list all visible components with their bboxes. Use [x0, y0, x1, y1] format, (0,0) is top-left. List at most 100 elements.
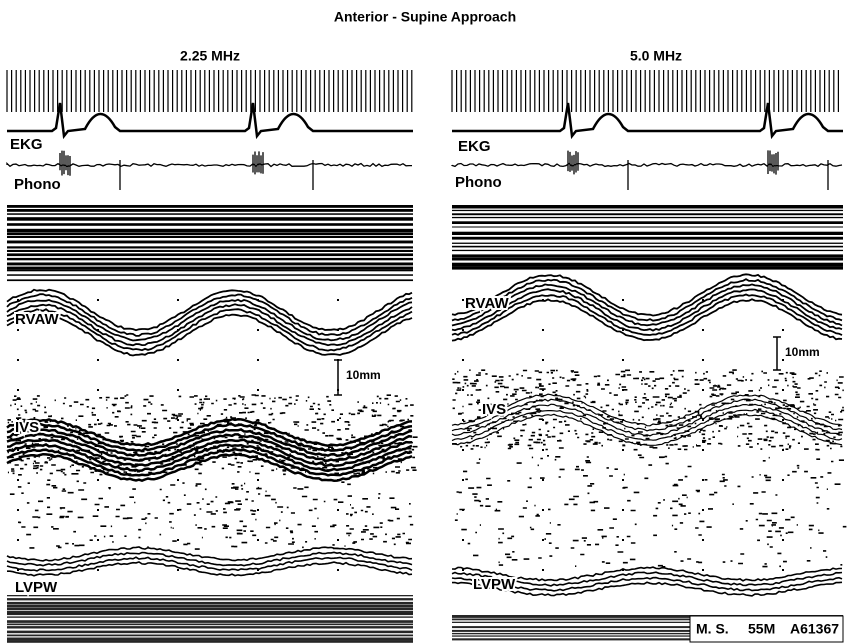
lvpw-echo [451, 571, 843, 587]
lvpw-label: LVPW [473, 576, 516, 593]
timing-marks [451, 70, 839, 112]
posterior-band [452, 626, 843, 629]
ivs-echo [6, 417, 413, 447]
echo-band [452, 213, 843, 216]
echo-band [452, 254, 843, 258]
rvaw-label: RVAW [15, 311, 59, 328]
traces [6, 70, 847, 643]
echo-band [452, 242, 843, 244]
scale-label: 10mm [785, 345, 820, 359]
echo-band [7, 262, 413, 266]
rvaw-echo [451, 283, 843, 327]
posterior-band [452, 635, 843, 637]
phono-label: Phono [455, 174, 502, 191]
rvaw-echo [451, 293, 843, 336]
lvpw-echo [451, 566, 842, 582]
rvaw-echo [6, 303, 413, 347]
speckle [452, 369, 847, 568]
posterior-band [452, 615, 843, 618]
lvpw-echo [451, 576, 843, 592]
rvaw-echo [451, 298, 843, 342]
echo-band [7, 249, 413, 252]
frequency-label: 5.0 MHz [630, 48, 682, 64]
posterior-band [7, 626, 413, 629]
scale-bracket [334, 359, 342, 396]
posterior-band [452, 632, 843, 635]
echo-band [452, 262, 843, 267]
lvpw-echo [6, 556, 413, 572]
posterior-band [7, 604, 413, 608]
posterior-band [7, 610, 413, 614]
echo-band [7, 274, 413, 276]
lvpw-echo [7, 561, 413, 577]
ivs-echo [6, 432, 413, 462]
echo-band [452, 257, 843, 261]
timing-marks [6, 70, 413, 112]
depth-dots [462, 299, 784, 571]
lvpw-echo [451, 581, 843, 597]
rvaw-echo [6, 293, 413, 337]
posterior-band [7, 613, 413, 616]
posterior-band [7, 623, 413, 626]
record-number: A61367 [790, 621, 839, 637]
echo-band [452, 231, 843, 235]
echo-band [452, 216, 843, 219]
rvaw-echo [6, 308, 413, 352]
posterior-band [7, 620, 413, 623]
echo-band [7, 209, 413, 212]
age-sex: 55M [748, 621, 775, 637]
echo-band [7, 217, 413, 221]
echo-band [452, 226, 843, 228]
depth-dots [17, 299, 339, 571]
rvaw-echo [6, 298, 413, 342]
echo-band [7, 213, 413, 215]
posterior-band [7, 595, 413, 597]
posterior-band [452, 621, 843, 623]
rvaw-echo [451, 278, 843, 322]
ekg-trace [7, 102, 413, 140]
echo-band [7, 257, 413, 261]
echo-band [452, 266, 843, 270]
ivs-label: IVS [15, 419, 39, 436]
posterior-band [7, 634, 413, 637]
phono-trace [451, 150, 843, 190]
echo-band [452, 249, 843, 252]
ivs-echo [6, 442, 413, 473]
posterior-band [7, 616, 413, 618]
lvpw-label: LVPW [15, 579, 58, 596]
ivs-echo [6, 428, 413, 457]
rvaw-echo [451, 288, 843, 332]
echo-band [7, 232, 413, 235]
posterior-band [7, 630, 413, 634]
echo-band [7, 205, 413, 208]
ekg-label: EKG [458, 138, 491, 155]
phono-trace [6, 150, 412, 190]
echo-band [7, 279, 413, 282]
echo-band [452, 209, 843, 212]
echo-band [452, 221, 843, 224]
echo-band [7, 266, 413, 270]
ekg-trace [452, 102, 843, 140]
ivs-echo [451, 403, 843, 437]
echo-band [7, 228, 413, 233]
posterior-band [7, 601, 413, 605]
rvaw-echo [451, 273, 843, 317]
posterior-band [7, 598, 413, 601]
posterior-band [7, 608, 413, 611]
figure-title: Anterior - Supine Approach [334, 9, 516, 25]
ekg-label: EKG [10, 136, 43, 153]
rvaw-label: RVAW [465, 295, 509, 312]
scale-label: 10mm [346, 368, 381, 382]
ivs-echo [451, 393, 843, 427]
posterior-band [7, 640, 413, 643]
echo-band [7, 246, 413, 249]
echo-band [7, 223, 413, 226]
footer-box [689, 615, 844, 643]
posterior-band [452, 618, 843, 621]
posterior-band [452, 629, 843, 632]
frequency-label: 2.25 MHz [180, 48, 240, 64]
echo-band [7, 235, 413, 238]
rvaw-echo [6, 313, 413, 357]
